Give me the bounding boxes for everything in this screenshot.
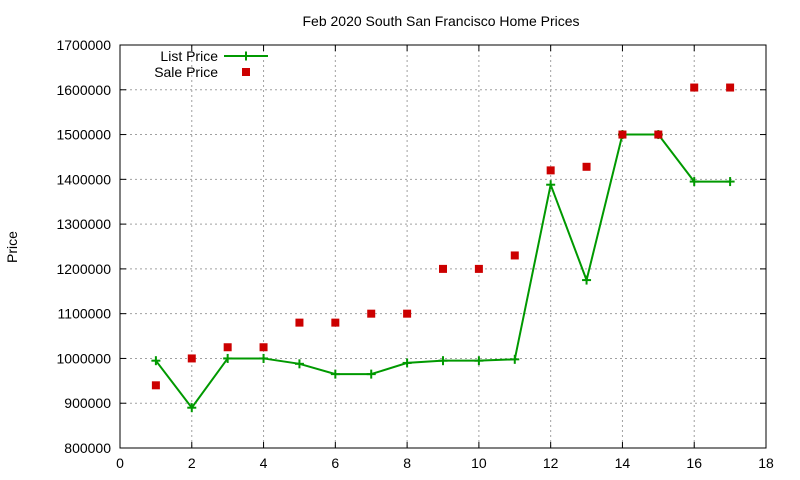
legend-label-sale-price: Sale Price: [154, 64, 218, 80]
legend-label-list-price: List Price: [160, 48, 218, 64]
y-tick-label: 1400000: [56, 171, 111, 187]
sale-price-point: [331, 318, 340, 327]
list-price-point: [366, 369, 376, 379]
sale-price-point: [618, 130, 627, 139]
sale-price-point: [295, 318, 304, 327]
tick-labels: 0 2 4 6 8 10 12 14 16 18 800000 900000 1000000 110000…: [56, 37, 774, 471]
list-price-point: [582, 275, 592, 285]
y-tick-label: 1700000: [56, 37, 111, 53]
sale-price-point: [726, 83, 735, 92]
y-tick-label: 1000000: [56, 350, 111, 366]
list-price-point: [438, 356, 448, 366]
plot-border: [119, 44, 767, 449]
list-price-point: [510, 354, 520, 364]
list-price-point: [187, 403, 197, 413]
list-price-point: [294, 359, 304, 369]
y-tick-label: 1200000: [56, 261, 111, 277]
list-price-point: [402, 358, 412, 368]
list-price-point: [151, 356, 161, 366]
y-tick-label: 1100000: [58, 306, 112, 322]
y-axis-label: Price: [4, 231, 20, 263]
y-tick-label: 1300000: [56, 216, 111, 232]
x-tick-label: 2: [188, 455, 196, 471]
list-price-point: [725, 177, 735, 187]
x-tick-label: 6: [331, 455, 339, 471]
sale-price-point: [510, 251, 519, 260]
sale-price-point: [367, 309, 376, 318]
sale-price-point: [223, 343, 232, 352]
x-tick-label: 16: [686, 455, 702, 471]
x-tick-label: 18: [758, 455, 774, 471]
y-tick-label: 800000: [64, 440, 111, 456]
list-price-point: [689, 177, 699, 187]
legend-swatch-sale-price: [242, 68, 250, 76]
x-tick-label: 12: [543, 455, 559, 471]
sale-price-point: [582, 162, 591, 171]
list-price-point: [546, 180, 556, 190]
list-price-point: [330, 369, 340, 379]
x-tick-label: 4: [260, 455, 268, 471]
y-tick-label: 1500000: [56, 127, 111, 143]
sale-price-point: [690, 83, 699, 92]
list-price-point: [259, 353, 269, 363]
x-tick-label: 8: [403, 455, 411, 471]
x-tick-label: 14: [615, 455, 631, 471]
grid: [120, 45, 766, 448]
list-price-point: [223, 353, 233, 363]
sale-price-point: [151, 381, 160, 390]
sale-price-point: [474, 264, 483, 273]
sale-price-point: [403, 309, 412, 318]
y-tick-label: 900000: [64, 395, 111, 411]
sale-price-point: [546, 166, 555, 175]
axes: [119, 44, 767, 449]
sale-price-point: [187, 354, 196, 363]
y-tick-label: 1600000: [56, 82, 111, 98]
sale-price-point: [259, 343, 268, 352]
x-tick-label: 0: [116, 455, 124, 471]
data-series: [151, 83, 735, 413]
sale-price-point: [654, 130, 663, 139]
x-tick-label: 10: [471, 455, 487, 471]
chart-title: Feb 2020 South San Francisco Home Prices: [302, 13, 579, 29]
list-price-point: [474, 356, 484, 366]
sale-price-point: [439, 264, 447, 273]
